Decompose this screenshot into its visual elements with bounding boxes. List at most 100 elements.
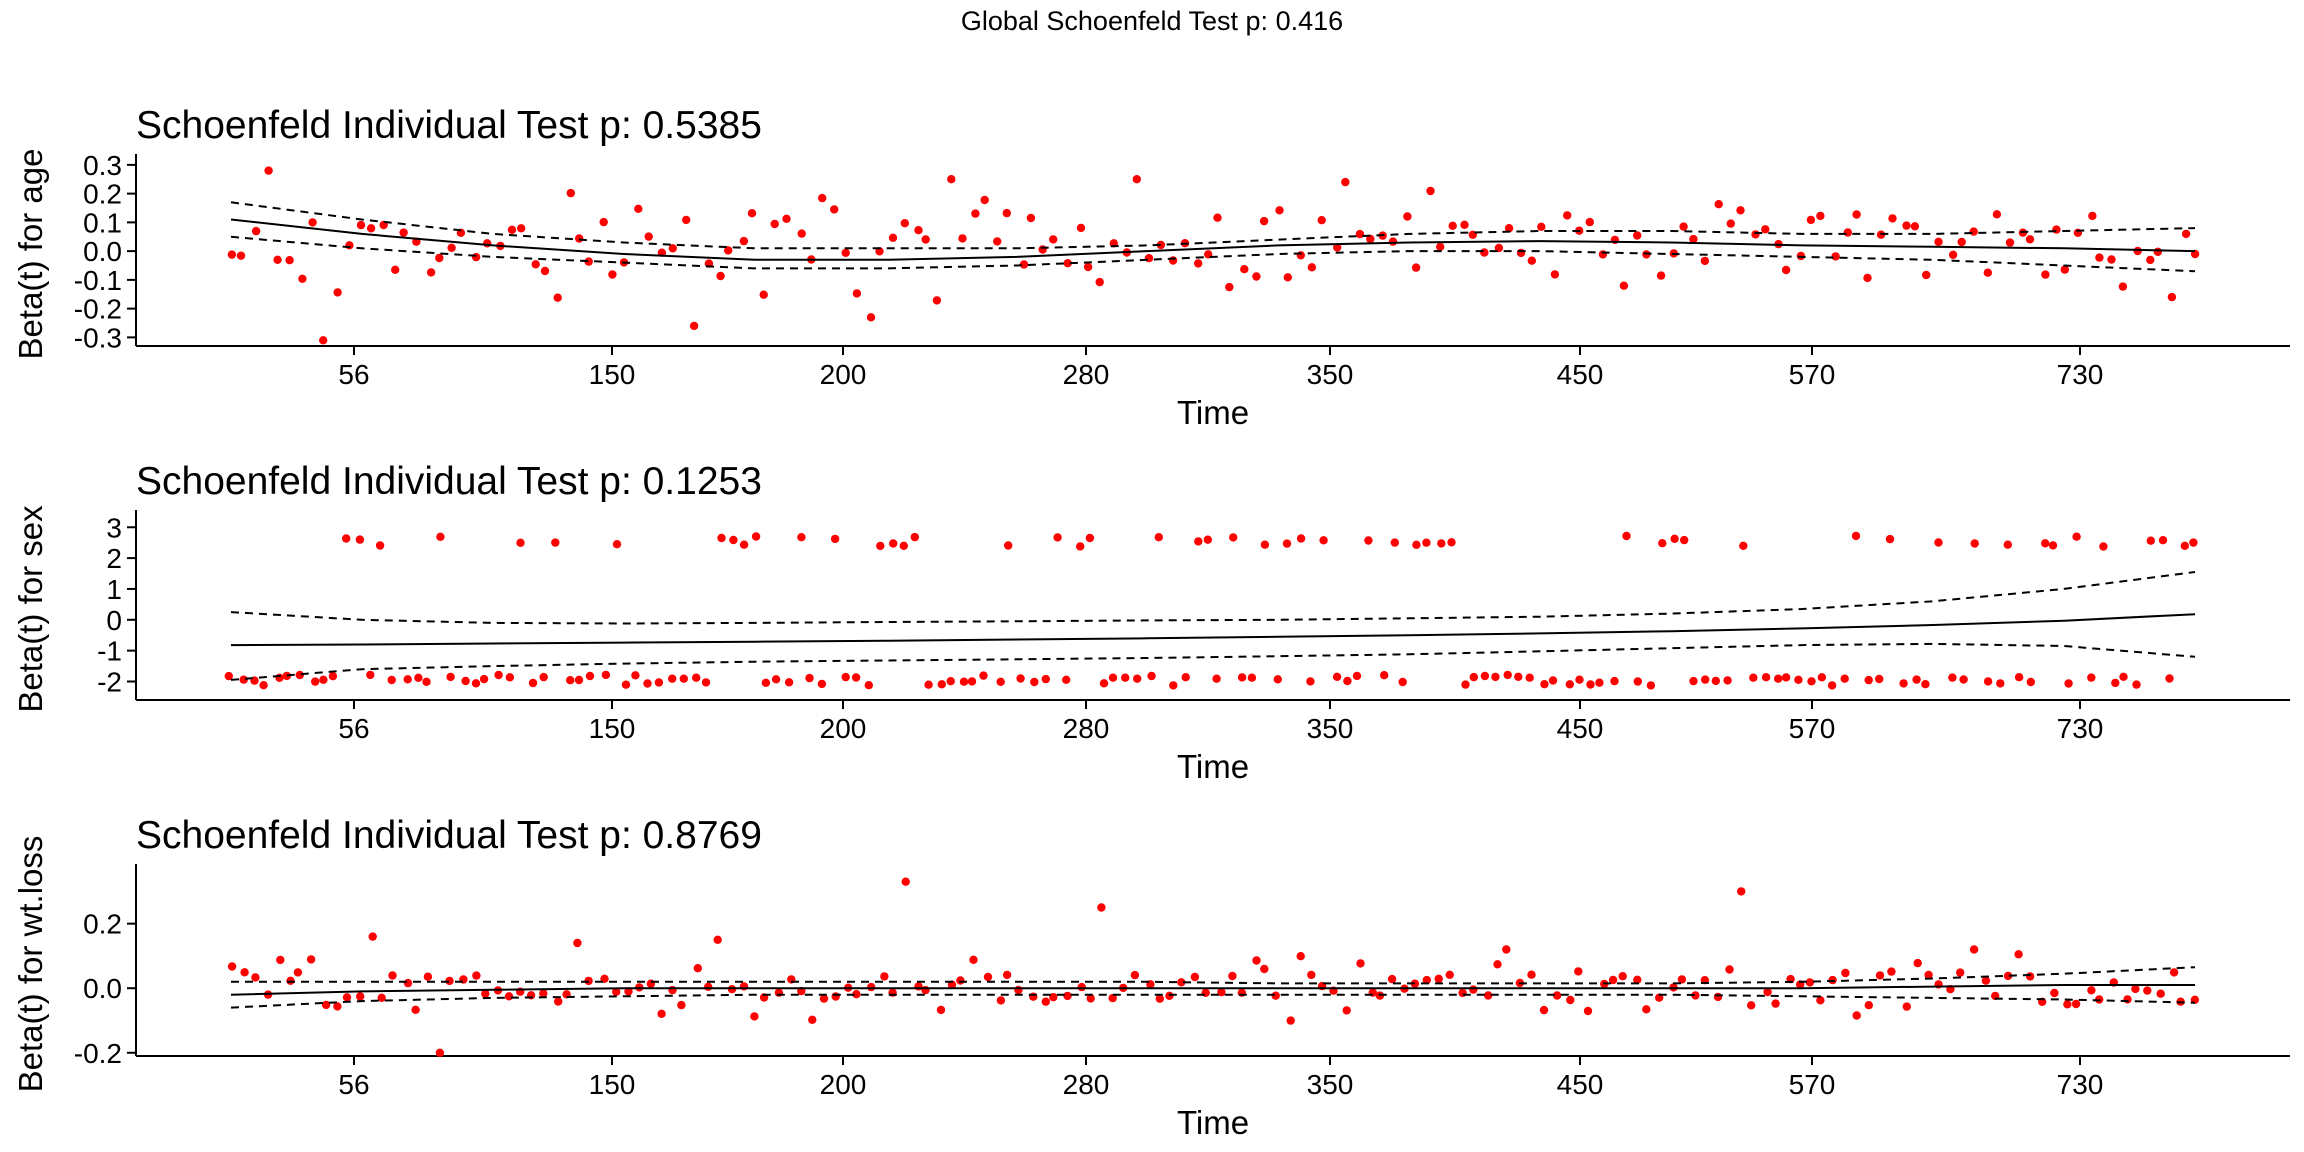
x-tick-label: 450 [1557, 359, 1604, 390]
residual-point [1260, 540, 1270, 549]
residual-point [967, 677, 977, 686]
y-tick-label: -0.2 [74, 294, 122, 325]
residual-point [2099, 542, 2108, 551]
residual-point [574, 675, 584, 685]
residual-point [668, 244, 677, 253]
residual-point [1461, 680, 1470, 689]
x-tick-label: 450 [1557, 1069, 1604, 1100]
residual-point [264, 166, 273, 175]
residual-point [1165, 991, 1174, 1000]
residual-point [1969, 227, 1978, 236]
residual-point [1484, 991, 1493, 1000]
residual-point [1403, 212, 1412, 221]
y-tick-label: -0.2 [74, 1038, 122, 1069]
residual-point [2025, 235, 2035, 244]
residual-point [1711, 676, 1721, 686]
residual-point [1887, 967, 1896, 976]
y-tick-label: 2 [106, 543, 122, 574]
residual-point [1445, 970, 1454, 979]
residual-point [1633, 975, 1642, 984]
x-tick-label: 730 [2057, 713, 2104, 744]
residual-point [447, 243, 456, 252]
residual-point [575, 234, 584, 243]
residual-point [1493, 960, 1502, 969]
residual-point [1563, 211, 1572, 220]
residual-point [1041, 997, 1051, 1006]
residual-point [1436, 242, 1445, 251]
residual-point [1053, 533, 1062, 542]
residual-point [1805, 978, 1815, 987]
residual-point [784, 678, 794, 687]
y-axis-label: Beta(t) for sex [12, 505, 49, 713]
lower-ci-line [230, 993, 2196, 1009]
residual-point [958, 234, 967, 243]
residual-point [654, 678, 664, 687]
residual-point [1283, 273, 1293, 282]
residual-point [403, 675, 412, 684]
residual-point [1121, 673, 1130, 682]
residual-point [1913, 958, 1922, 968]
panel-3: Schoenfeld Individual Test p: 0.8769 0.2 0… [12, 814, 2290, 1141]
x-tick-label: 350 [1307, 359, 1354, 390]
residual-point [539, 989, 548, 998]
residual-point [573, 938, 582, 948]
x-tick-label: 56 [338, 1069, 369, 1100]
residual-point [435, 253, 444, 263]
residual-point [899, 541, 908, 550]
residual-point [1921, 680, 1930, 689]
residual-point [1691, 991, 1700, 1000]
residual-point [1247, 673, 1257, 682]
residual-point [1633, 231, 1642, 240]
residual-point [1774, 674, 1783, 683]
residual-point [1480, 671, 1490, 681]
residual-point [436, 532, 445, 541]
residual-point [704, 982, 713, 991]
residual-point [1922, 270, 1931, 280]
residual-point [1319, 536, 1328, 545]
residual-point [1252, 956, 1261, 965]
residual-point [2003, 540, 2013, 549]
residual-point [947, 175, 956, 184]
residual-point [1516, 248, 1526, 258]
residual-point [251, 973, 260, 982]
residual-point [599, 217, 608, 227]
residual-point [1144, 254, 1154, 263]
residual-point [959, 677, 969, 686]
residual-point [494, 670, 503, 680]
residual-point [1240, 265, 1249, 274]
residual-point [1737, 887, 1746, 896]
residual-point [692, 673, 701, 682]
residual-point [1677, 975, 1687, 984]
residual-point [1412, 540, 1421, 549]
residual-point [1133, 674, 1142, 683]
residual-point [1680, 535, 1689, 545]
residual-point [1586, 680, 1595, 689]
residual-point [1307, 970, 1316, 980]
panel-title: Schoenfeld Individual Test p: 0.8769 [136, 814, 762, 857]
residual-point [504, 992, 514, 1001]
residual-point [1132, 175, 1142, 184]
residual-point [236, 251, 246, 260]
residual-point [1469, 985, 1478, 994]
residual-point [1282, 539, 1292, 548]
residual-point [356, 992, 365, 1001]
upper-ci-line [230, 571, 2196, 625]
residual-point [1019, 260, 1029, 269]
residual-point [1380, 671, 1389, 680]
residual-point [422, 677, 431, 686]
residual-point [1364, 536, 1373, 545]
residual-point [668, 674, 677, 683]
residual-point [1583, 1006, 1593, 1016]
residual-point [1622, 531, 1631, 541]
x-tick-label: 450 [1557, 713, 1604, 744]
residual-point [831, 992, 840, 1001]
residual-point [771, 675, 781, 684]
residual-point [689, 321, 699, 331]
residual-point [342, 993, 352, 1002]
residual-point [507, 225, 517, 234]
residual-point [1934, 538, 1943, 547]
residual-point [2158, 536, 2168, 545]
residual-point [1038, 245, 1047, 254]
residual-point [1747, 1001, 1756, 1010]
